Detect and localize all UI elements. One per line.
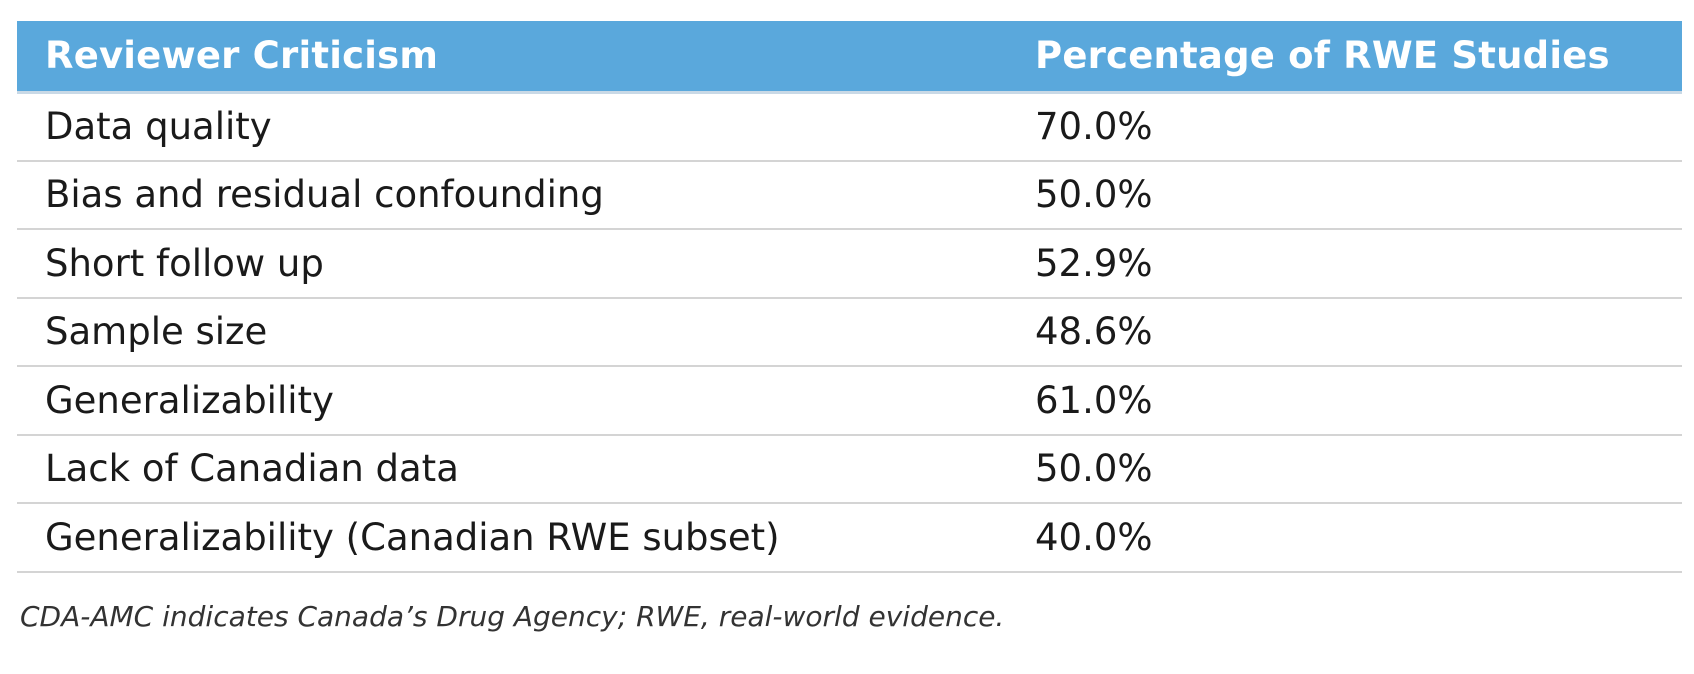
percentage-cell: 52.9% [1035,241,1153,285]
criticism-cell: Sample size [45,310,268,354]
percentage-cell: 48.6% [1035,310,1153,354]
table-row: Bias and residual confounding 50.0% [17,161,1682,229]
column-header-percentage: Percentage of RWE Studies [1035,34,1610,78]
criticism-cell: Generalizability [45,378,334,422]
table-row: Lack of Canadian data 50.0% [17,435,1682,503]
percentage-cell: 61.0% [1035,378,1153,422]
percentage-cell: 70.0% [1035,105,1153,148]
table-footnote: CDA-AMC indicates Canada’s Drug Agency; … [20,600,1005,633]
column-header-criticism: Reviewer Criticism [45,34,439,78]
criticism-table-container: Reviewer Criticism Percentage of RWE Stu… [17,21,1682,573]
percentage-cell: 50.0% [1035,447,1153,491]
criticism-cell: Generalizability (Canadian RWE subset) [45,515,780,559]
criticism-cell: Bias and residual confounding [45,173,604,217]
criticism-table: Reviewer Criticism Percentage of RWE Stu… [17,21,1682,573]
table-row: Short follow up 52.9% [17,229,1682,298]
percentage-cell: 50.0% [1035,173,1153,217]
percentage-cell: 40.0% [1035,515,1153,559]
table-row: Data quality 70.0% [17,92,1682,161]
table-row: Sample size 48.6% [17,298,1682,366]
criticism-cell: Data quality [45,105,272,148]
table-header: Reviewer Criticism Percentage of RWE Stu… [17,21,1682,92]
header-row: Reviewer Criticism Percentage of RWE Stu… [17,21,1682,92]
table-row: Generalizability (Canadian RWE subset) 4… [17,503,1682,572]
table-row: Generalizability 61.0% [17,366,1682,435]
criticism-cell: Lack of Canadian data [45,447,459,491]
criticism-cell: Short follow up [45,241,324,285]
table-body: Data quality 70.0% Bias and residual con… [17,92,1682,572]
